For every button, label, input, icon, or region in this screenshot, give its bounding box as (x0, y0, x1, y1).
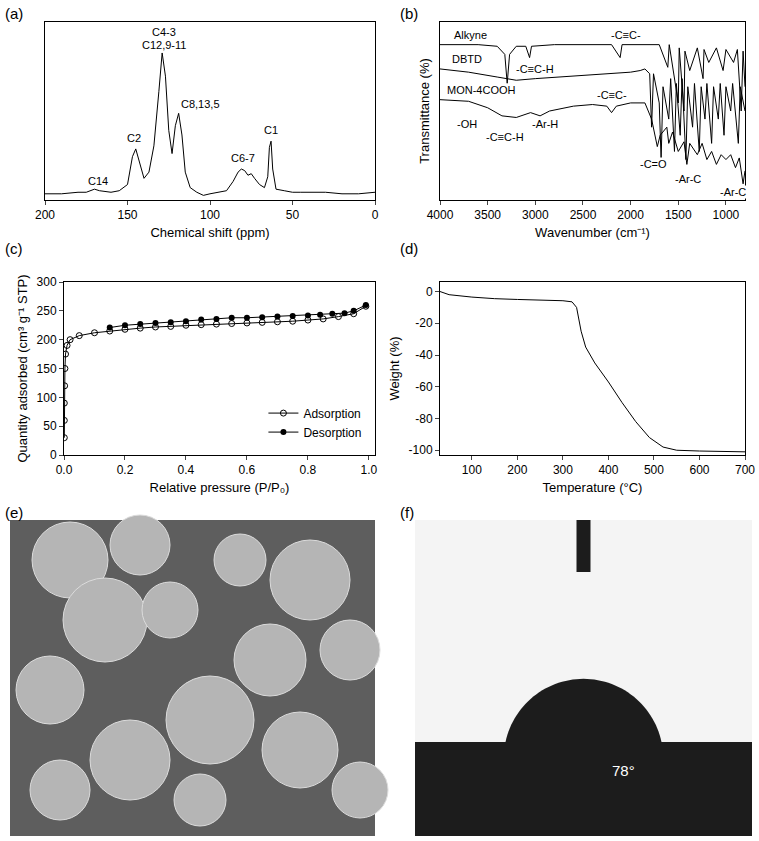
svg-text:(f): (f) (400, 504, 414, 521)
svg-text:-Ar-C: -Ar-C (675, 173, 701, 185)
svg-text:Wavenumber (cm⁻¹): Wavenumber (cm⁻¹) (535, 225, 650, 240)
svg-text:200: 200 (507, 463, 527, 477)
svg-text:1000: 1000 (713, 208, 740, 222)
svg-text:4000: 4000 (427, 208, 454, 222)
svg-text:0.0: 0.0 (56, 463, 73, 477)
svg-text:600: 600 (689, 463, 709, 477)
svg-text:200: 200 (37, 333, 57, 347)
svg-text:-C≡C-H: -C≡C-H (516, 63, 554, 75)
svg-text:0: 0 (426, 285, 433, 299)
svg-text:2500: 2500 (570, 208, 597, 222)
svg-text:-C≡C-: -C≡C- (597, 89, 627, 101)
svg-text:0.4: 0.4 (178, 463, 195, 477)
svg-text:-C≡C-H: -C≡C-H (486, 131, 524, 143)
svg-text:-80: -80 (415, 412, 433, 426)
svg-text:150: 150 (117, 208, 137, 222)
svg-text:DBTD: DBTD (452, 53, 482, 65)
svg-text:-40: -40 (415, 348, 433, 362)
svg-text:C14: C14 (88, 175, 108, 187)
svg-text:100: 100 (462, 463, 482, 477)
svg-text:0.8: 0.8 (300, 463, 317, 477)
svg-text:400: 400 (598, 463, 618, 477)
svg-text:500: 500 (644, 463, 664, 477)
svg-text:-Ar-C: -Ar-C (720, 186, 746, 198)
svg-text:Alkyne: Alkyne (454, 29, 487, 41)
svg-text:1.0: 1.0 (361, 463, 378, 477)
svg-text:C1: C1 (264, 124, 278, 136)
svg-text:0.2: 0.2 (117, 463, 134, 477)
svg-text:-60: -60 (415, 380, 433, 394)
svg-text:-C≡C-: -C≡C- (611, 29, 641, 41)
svg-text:(c): (c) (5, 240, 23, 257)
svg-text:(a): (a) (5, 5, 23, 22)
svg-text:Relative pressure (P/P₀): Relative pressure (P/P₀) (150, 480, 290, 495)
svg-text:0: 0 (372, 208, 379, 222)
svg-text:Adsorption: Adsorption (303, 407, 360, 421)
svg-text:150: 150 (37, 362, 57, 376)
svg-text:300: 300 (37, 275, 57, 289)
svg-text:Quantity adsorbed (cm³ g⁻¹ STP: Quantity adsorbed (cm³ g⁻¹ STP) (15, 274, 30, 462)
svg-text:100: 100 (37, 391, 57, 405)
svg-text:200: 200 (35, 208, 55, 222)
svg-text:-20: -20 (415, 316, 433, 330)
svg-text:C12,9-11: C12,9-11 (142, 39, 186, 51)
svg-text:C6-7: C6-7 (231, 152, 255, 164)
svg-text:300: 300 (553, 463, 573, 477)
svg-text:(e): (e) (5, 504, 23, 521)
svg-text:Weight (%): Weight (%) (387, 336, 402, 400)
svg-text:Transmittance (%): Transmittance (%) (417, 58, 432, 164)
svg-text:-OH: -OH (457, 118, 477, 130)
svg-text:700: 700 (735, 463, 755, 477)
svg-text:-100: -100 (409, 443, 433, 457)
svg-text:(d): (d) (400, 240, 418, 257)
svg-text:C4-3: C4-3 (152, 26, 176, 38)
svg-text:-C=O: -C=O (640, 158, 667, 170)
svg-text:3500: 3500 (474, 208, 501, 222)
svg-text:(b): (b) (400, 5, 418, 22)
svg-text:C8,13,5: C8,13,5 (181, 98, 220, 110)
svg-text:Temperature (°C): Temperature (°C) (543, 480, 643, 495)
svg-text:Desorption: Desorption (303, 426, 361, 440)
svg-text:78°: 78° (612, 762, 635, 779)
svg-text:0.6: 0.6 (239, 463, 256, 477)
svg-text:MON-4COOH: MON-4COOH (447, 84, 516, 96)
svg-text:50: 50 (43, 419, 57, 433)
svg-text:3000: 3000 (522, 208, 549, 222)
svg-text:100: 100 (200, 208, 220, 222)
svg-text:C2: C2 (127, 132, 141, 144)
svg-text:0: 0 (50, 448, 57, 462)
svg-text:50: 50 (286, 208, 300, 222)
svg-text:Chemical shift (ppm): Chemical shift (ppm) (150, 225, 269, 240)
svg-text:250: 250 (37, 304, 57, 318)
svg-text:1500: 1500 (665, 208, 692, 222)
svg-text:-Ar-H: -Ar-H (532, 118, 558, 130)
svg-text:2000: 2000 (617, 208, 644, 222)
